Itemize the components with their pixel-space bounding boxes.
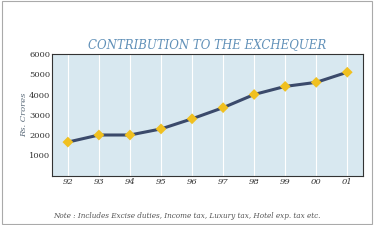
Point [158, 127, 164, 131]
Point [189, 117, 195, 121]
Point [220, 106, 226, 109]
Point [313, 81, 319, 84]
Y-axis label: Rs. Crores: Rs. Crores [20, 92, 28, 137]
Point [344, 70, 350, 74]
Point [251, 93, 257, 96]
Point [127, 133, 133, 137]
Title: CONTRIBUTION TO THE EXCHEQUER: CONTRIBUTION TO THE EXCHEQUER [88, 38, 327, 52]
Point [96, 133, 102, 137]
Point [282, 85, 288, 88]
Point [65, 140, 71, 144]
Text: Note : Includes Excise duties, Income tax, Luxury tax, Hotel exp. tax etc.: Note : Includes Excise duties, Income ta… [53, 212, 321, 220]
